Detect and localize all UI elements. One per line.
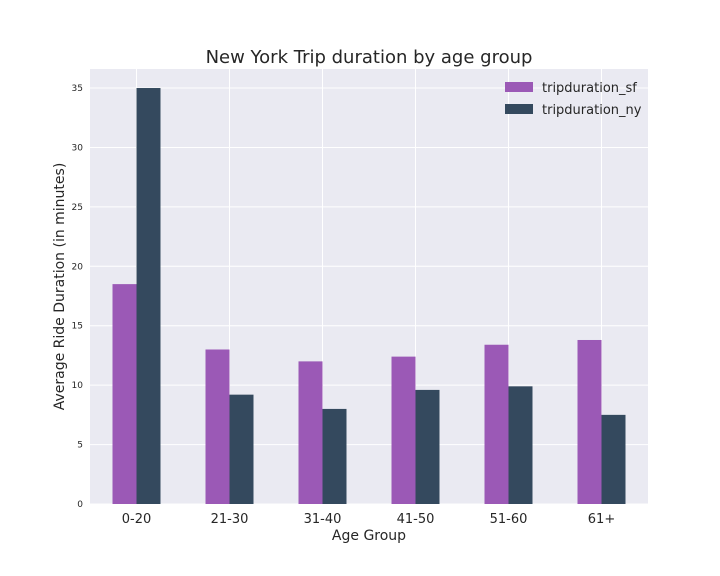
y-axis-label: Average Ride Duration (in minutes) bbox=[52, 163, 68, 411]
legend-swatch-sf bbox=[505, 82, 533, 92]
bar-sf-0-20 bbox=[112, 284, 137, 504]
legend-label-ny: tripduration_ny bbox=[542, 103, 642, 118]
bar-ny-51-60 bbox=[508, 386, 533, 504]
bar-ny-61+ bbox=[601, 414, 626, 504]
legend-swatch-ny bbox=[505, 104, 533, 114]
y-tick-label: 10 bbox=[72, 381, 84, 391]
legend-label-sf: tripduration_sf bbox=[542, 81, 637, 96]
y-tick-label: 25 bbox=[72, 203, 83, 213]
bar-ny-21-30 bbox=[229, 394, 254, 504]
x-tick-labels: 0-20 21-30 31-40 41-50 51-60 61+ bbox=[122, 512, 615, 527]
y-tick-label: 35 bbox=[72, 84, 83, 94]
bar-sf-31-40 bbox=[298, 361, 323, 504]
x-tick-label: 41-50 bbox=[397, 512, 435, 527]
bars-group bbox=[112, 88, 626, 505]
y-tick-label: 0 bbox=[77, 500, 83, 510]
x-tick-label: 51-60 bbox=[490, 512, 528, 527]
bar-sf-21-30 bbox=[205, 349, 230, 504]
bar-sf-61+ bbox=[577, 339, 602, 504]
bar-ny-31-40 bbox=[322, 408, 347, 504]
x-axis-label: Age Group bbox=[332, 528, 406, 544]
bar-sf-51-60 bbox=[484, 344, 509, 504]
x-tick-label: 31-40 bbox=[304, 512, 342, 527]
y-tick-label: 5 bbox=[77, 441, 83, 451]
y-tick-labels: 0 5 10 15 20 25 30 35 bbox=[72, 84, 84, 510]
bar-ny-41-50 bbox=[415, 389, 440, 504]
bar-ny-0-20 bbox=[136, 88, 161, 505]
y-tick-label: 30 bbox=[72, 143, 84, 153]
x-tick-label: 21-30 bbox=[211, 512, 249, 527]
y-tick-label: 20 bbox=[72, 262, 84, 272]
x-tick-label: 61+ bbox=[588, 512, 615, 527]
x-tick-label: 0-20 bbox=[122, 512, 152, 527]
legend: tripduration_sf tripduration_ny bbox=[505, 81, 642, 118]
plot-background bbox=[90, 69, 648, 504]
chart-title: New York Trip duration by age group bbox=[206, 47, 533, 68]
y-tick-label: 15 bbox=[72, 322, 83, 332]
bar-sf-41-50 bbox=[391, 356, 416, 504]
